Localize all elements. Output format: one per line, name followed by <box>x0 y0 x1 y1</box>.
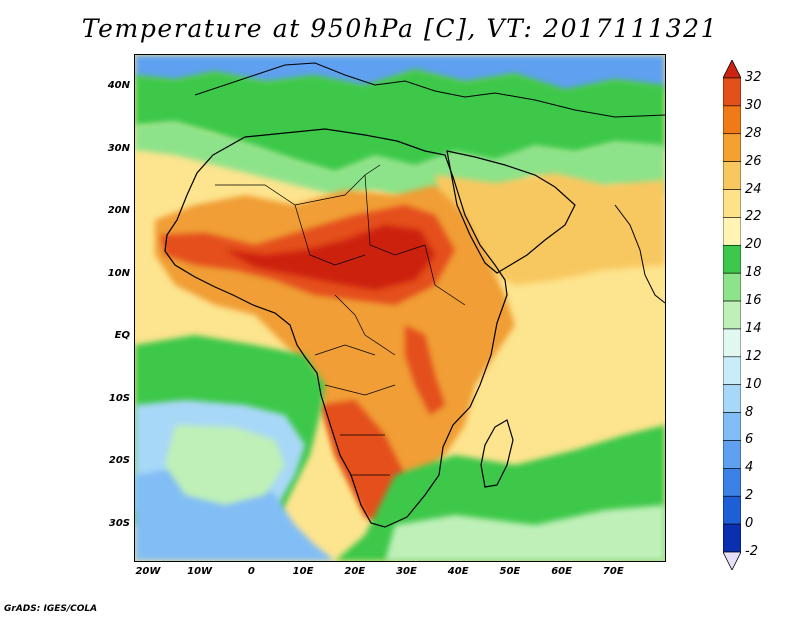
colorbar-level-label: 32 <box>745 70 762 85</box>
colorbar-segment <box>723 161 741 190</box>
madagascar-coastline <box>480 419 514 488</box>
colorbar-level-label: 14 <box>745 320 762 336</box>
colorbar-level-label: 16 <box>745 293 762 309</box>
lon-label: 0 <box>247 566 255 577</box>
colorbar-segment <box>723 133 741 162</box>
temp-zone-lakes-hot <box>405 325 445 415</box>
lon-label: 10E <box>292 566 314 577</box>
temperature-map <box>134 54 666 562</box>
colorbar-segment <box>723 495 741 525</box>
temp-zone-south-pale <box>165 425 285 505</box>
temp-zone-south-indian-cool <box>385 505 665 561</box>
colorbar-segment <box>723 272 741 302</box>
colorbar-level-label: 28 <box>745 125 762 141</box>
colorbar-segment <box>723 189 741 218</box>
colorbar-segment <box>723 105 741 135</box>
lat-label: 40N <box>107 80 130 92</box>
colorbar-segment <box>723 300 741 330</box>
colorbar-level-label: 26 <box>745 153 762 169</box>
colorbar-bottom-triangle <box>723 551 741 570</box>
colorbar-segment <box>723 523 741 553</box>
colorbar-segment <box>723 77 741 107</box>
colorbar-segment <box>723 440 741 469</box>
colorbar-level-label: 8 <box>745 404 754 420</box>
colorbar-level-label: 18 <box>745 265 762 281</box>
colorbar-level-label: 30 <box>745 97 762 113</box>
lat-label: 10N <box>107 267 130 279</box>
colorbar-level-label: 0 <box>745 516 754 532</box>
colorbar-level-label: 12 <box>745 348 762 364</box>
colorbar-segment <box>723 468 741 497</box>
temp-zone-arabia <box>435 173 665 285</box>
colorbar-segment <box>723 244 741 274</box>
lat-label: 20S <box>108 455 130 467</box>
colorbar-level-label: 6 <box>745 432 754 448</box>
lat-label: 30N <box>107 142 130 154</box>
lat-label: 10S <box>108 392 130 404</box>
colorbar-segment <box>723 384 741 413</box>
lon-label: 70E <box>602 566 624 577</box>
colorbar-level-label: 20 <box>745 237 762 253</box>
lat-label: 30S <box>108 517 130 529</box>
arabia-coastline <box>446 150 576 274</box>
colorbar-level-label: 22 <box>745 209 762 225</box>
colorbar-level-label: 24 <box>745 181 762 197</box>
lat-label: EQ <box>114 330 130 342</box>
map-title: Temperature at 950hPa [C], VT: 201711132… <box>81 14 719 43</box>
europe-coastline <box>194 62 665 118</box>
colorbar <box>723 60 741 570</box>
colorbar-level-label: 2 <box>745 488 754 504</box>
lon-label: 30E <box>396 566 417 577</box>
lon-label: 40E <box>447 566 469 577</box>
lon-label: 20W <box>135 566 161 577</box>
lon-label: 20E <box>344 566 366 577</box>
lon-label: 50E <box>499 566 521 577</box>
colorbar-level-label: 10 <box>745 376 762 392</box>
lat-label: 20N <box>107 205 130 217</box>
colorbar-segment <box>723 412 741 441</box>
country-borders <box>215 164 466 476</box>
colorbar-segment <box>723 328 741 358</box>
lon-label: 60E <box>551 566 572 577</box>
africa-coastline <box>164 128 508 528</box>
india-coastline <box>614 204 665 304</box>
colorbar-top-triangle <box>723 60 741 79</box>
colorbar-segment <box>723 356 741 386</box>
temp-zone-south-hot <box>320 400 405 525</box>
colorbar-level-label: 4 <box>745 460 754 476</box>
temp-zone-mediterranean <box>135 121 665 200</box>
colorbar-level-label: -2 <box>745 544 758 559</box>
temp-zone-sahel-hotter <box>225 225 435 290</box>
lon-label: 10W <box>187 566 213 577</box>
colorbar-segment <box>723 217 741 246</box>
credit-text: GrADS: IGES/COLA <box>4 604 98 614</box>
